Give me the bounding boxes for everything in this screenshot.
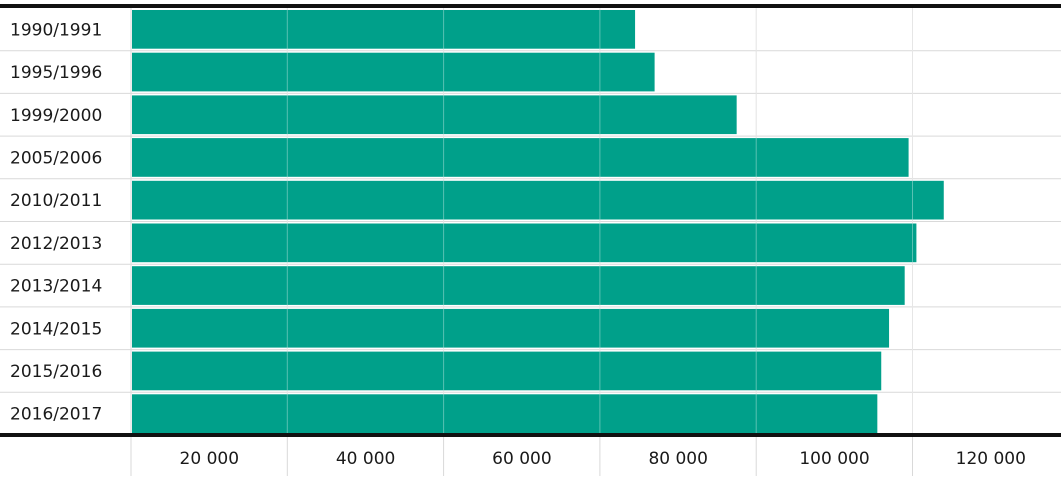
x-tick-label: 60 000 <box>492 449 551 469</box>
category-label: 2015/2016 <box>10 362 102 382</box>
category-label: 2014/2015 <box>10 319 102 339</box>
category-label: 2010/2011 <box>10 191 102 211</box>
bar <box>132 394 878 433</box>
x-tick-label: 20 000 <box>180 449 239 469</box>
bar <box>132 180 944 220</box>
category-label: 2005/2006 <box>10 148 102 168</box>
bar <box>132 266 905 305</box>
bar <box>132 10 636 49</box>
bar <box>132 223 917 263</box>
axis-layer <box>0 4 1061 437</box>
category-label: 2012/2013 <box>10 234 102 254</box>
x-tick-label: 40 000 <box>336 449 395 469</box>
bar <box>132 138 909 177</box>
category-label: 1995/1996 <box>10 63 102 83</box>
bar <box>132 308 890 348</box>
category-label: 1990/1991 <box>10 20 102 40</box>
x-tick-label: 80 000 <box>648 449 707 469</box>
bar <box>132 52 655 92</box>
x-tick-label: 120 000 <box>956 449 1026 469</box>
label-layer: 1990/1991 1995/1996 1999/2000 2005/2006 2010… <box>10 20 1026 469</box>
x-tick-label: 100 000 <box>799 449 869 469</box>
category-label: 2013/2014 <box>10 277 102 297</box>
bar <box>132 351 882 391</box>
bar <box>132 95 737 135</box>
category-label: 2016/2017 <box>10 405 102 425</box>
bar-layer <box>132 10 944 433</box>
category-label: 1999/2000 <box>10 106 102 126</box>
gridline-over-layer <box>286 8 913 435</box>
